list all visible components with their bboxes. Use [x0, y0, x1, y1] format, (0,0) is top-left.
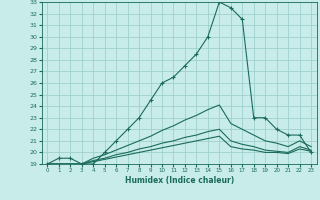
X-axis label: Humidex (Indice chaleur): Humidex (Indice chaleur)	[124, 176, 234, 185]
